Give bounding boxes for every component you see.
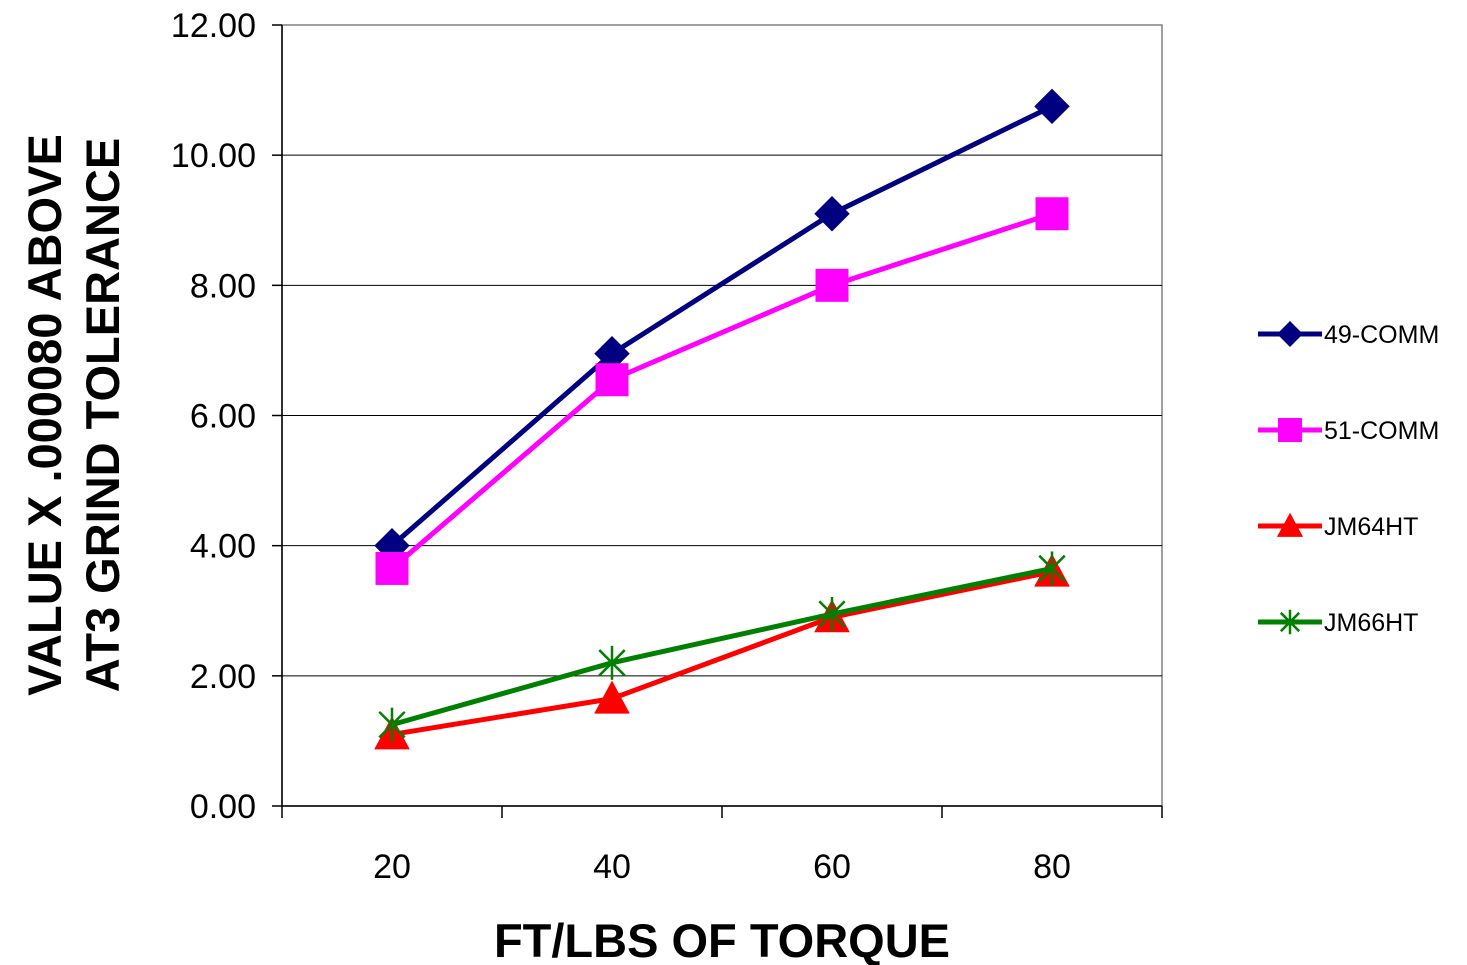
series-jm66ht bbox=[378, 551, 1066, 742]
data-point bbox=[818, 597, 846, 632]
x-tick-label: 40 bbox=[593, 848, 631, 886]
legend-marker bbox=[1276, 512, 1304, 537]
y-tick-label: 12.00 bbox=[171, 7, 256, 45]
gridlines bbox=[282, 154, 1162, 677]
data-point bbox=[595, 363, 629, 397]
x-tick-label: 20 bbox=[373, 848, 411, 886]
x-tick-label: 60 bbox=[813, 848, 851, 886]
x-tick-label: 80 bbox=[1033, 848, 1071, 886]
data-point bbox=[1038, 551, 1066, 586]
series-51-comm bbox=[375, 197, 1069, 585]
legend-label: JM66HT bbox=[1324, 609, 1418, 637]
legend-label: 49-COMM bbox=[1324, 321, 1439, 349]
y-tick-label: 6.00 bbox=[190, 398, 256, 436]
data-point bbox=[1035, 197, 1069, 231]
data-point bbox=[598, 645, 626, 680]
series-line bbox=[391, 569, 1053, 737]
legend-marker bbox=[1279, 609, 1301, 635]
series-jm64ht bbox=[374, 553, 1070, 750]
y-tick-label: 0.00 bbox=[190, 788, 256, 826]
y-axis-title: VALUE X .000080 ABOVE AT3 GRIND TOLERANC… bbox=[18, 134, 129, 696]
x-axis-title: FT/LBS OF TORQUE bbox=[494, 914, 950, 965]
data-point bbox=[594, 680, 630, 714]
legend-label: JM64HT bbox=[1324, 513, 1418, 541]
x-axis-ticks: 20 40 60 80 bbox=[281, 25, 1163, 886]
data-point bbox=[375, 551, 409, 585]
y-axis-title-line-2: AT3 GRIND TOLERANCE bbox=[76, 138, 129, 692]
data-point bbox=[378, 707, 406, 742]
legend-item: JM64HT bbox=[1258, 512, 1418, 541]
y-axis-ticks: 0.00 2.00 4.00 6.00 8.00 10.00 12.00 bbox=[171, 7, 282, 826]
y-tick-label: 2.00 bbox=[190, 658, 256, 696]
y-axis-title-line-1: VALUE X .000080 ABOVE bbox=[18, 134, 71, 696]
data-point bbox=[814, 196, 850, 232]
legend: 49-COMM 51-COMM JM64HT JM66HT bbox=[1258, 321, 1439, 637]
data-point bbox=[1034, 88, 1070, 125]
series-layer bbox=[374, 88, 1070, 750]
legend-item: 51-COMM bbox=[1258, 417, 1439, 445]
y-tick-label: 4.00 bbox=[190, 528, 256, 566]
series-line bbox=[391, 565, 1053, 728]
series-line bbox=[390, 211, 1053, 571]
series-line bbox=[390, 104, 1054, 548]
legend-label: 51-COMM bbox=[1324, 417, 1439, 445]
legend-item: JM66HT bbox=[1258, 609, 1418, 637]
legend-marker bbox=[1277, 417, 1303, 443]
data-point bbox=[815, 268, 849, 302]
legend-marker bbox=[1277, 321, 1303, 347]
y-tick-label: 8.00 bbox=[190, 267, 256, 305]
y-tick-label: 10.00 bbox=[171, 137, 256, 175]
legend-item: 49-COMM bbox=[1258, 321, 1439, 349]
